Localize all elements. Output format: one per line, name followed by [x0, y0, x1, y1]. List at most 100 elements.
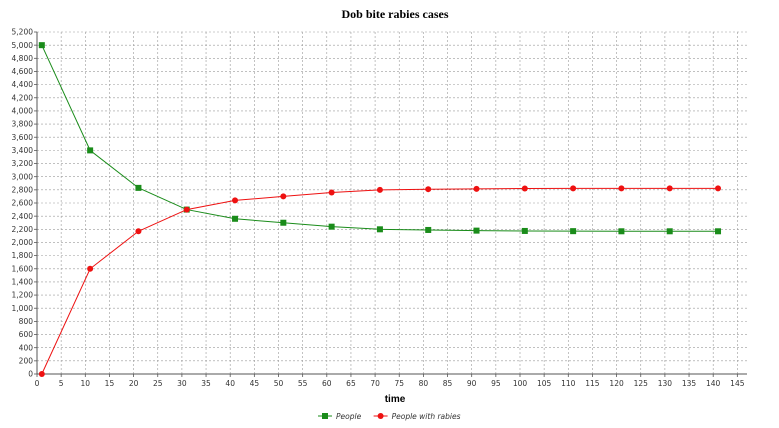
- y-tick-label: 3,000: [12, 172, 34, 181]
- y-tick-label: 1,800: [12, 251, 34, 260]
- y-tick-label: 400: [19, 343, 34, 352]
- data-point-people: [87, 147, 94, 154]
- legend-item-people-with-rabies: People with rabies: [373, 412, 461, 421]
- x-axis-ticks: 0 5 10 15 20 25 30 35 40 45 50 55 60 65 70 75 80 85 90 95 10…: [35, 374, 745, 388]
- x-tick-label: 125: [634, 379, 649, 388]
- x-tick-label: 30: [177, 379, 187, 388]
- y-tick-label: 800: [19, 317, 34, 326]
- y-tick-label: 4,400: [12, 80, 34, 89]
- data-point-people-with-rabies: [38, 371, 45, 377]
- data-point-people: [570, 228, 577, 235]
- legend-item-people: People: [318, 412, 362, 421]
- y-tick-label: 4,600: [12, 67, 34, 76]
- y-tick-label: 1,200: [12, 291, 34, 300]
- data-point-people: [38, 42, 45, 49]
- data-point-people-with-rabies: [473, 185, 480, 192]
- y-tick-label: 2,800: [12, 185, 34, 194]
- y-tick-label: 1,000: [12, 304, 34, 313]
- x-tick-label: 35: [201, 379, 211, 388]
- series-people-with-rabies: [38, 185, 722, 377]
- x-tick-label: 65: [346, 379, 356, 388]
- x-tick-label: 70: [370, 379, 380, 388]
- data-point-people-with-rabies: [666, 185, 673, 192]
- x-tick-label: 55: [298, 379, 308, 388]
- data-point-people-with-rabies: [521, 185, 528, 192]
- data-point-people: [135, 184, 142, 191]
- y-tick-label: 3,600: [12, 133, 34, 142]
- series-group: [38, 42, 722, 377]
- data-point-people-with-rabies: [87, 265, 94, 272]
- x-tick-label: 10: [81, 379, 91, 388]
- x-tick-label: 5: [59, 379, 64, 388]
- data-point-people: [521, 227, 528, 234]
- y-tick-label: 3,200: [12, 159, 34, 168]
- data-point-people: [473, 227, 480, 234]
- plot-area: [37, 32, 747, 374]
- series-people: [38, 42, 722, 235]
- x-tick-label: 145: [730, 379, 745, 388]
- data-point-people: [328, 223, 335, 230]
- x-tick-label: 25: [153, 379, 163, 388]
- x-tick-label: 20: [129, 379, 139, 388]
- data-point-people: [666, 228, 673, 235]
- data-point-people-with-rabies: [232, 197, 239, 204]
- x-tick-label: 95: [491, 379, 501, 388]
- x-tick-label: 135: [682, 379, 697, 388]
- data-point-people-with-rabies: [328, 189, 335, 196]
- x-tick-label: 110: [561, 379, 576, 388]
- data-point-people: [376, 226, 383, 233]
- x-tick-label: 40: [225, 379, 235, 388]
- y-tick-label: 0: [28, 370, 33, 379]
- grid: [36, 31, 747, 375]
- x-tick-label: 130: [658, 379, 673, 388]
- data-point-people: [232, 215, 239, 222]
- y-axis-ticks: 0 200 400 600 800 1,000 1,200 1,400 1,600 1,800 2,…: [12, 28, 37, 379]
- y-tick-label: 2,600: [12, 199, 34, 208]
- data-point-people: [425, 226, 432, 233]
- x-tick-label: 0: [35, 379, 40, 388]
- x-tick-label: 85: [443, 379, 453, 388]
- data-point-people: [280, 219, 287, 226]
- y-tick-label: 3,800: [12, 120, 34, 129]
- x-tick-label: 140: [706, 379, 721, 388]
- x-tick-label: 80: [419, 379, 429, 388]
- x-tick-label: 60: [322, 379, 332, 388]
- data-point-people-with-rabies: [376, 186, 383, 193]
- x-tick-label: 75: [394, 379, 404, 388]
- x-tick-label: 45: [250, 379, 260, 388]
- x-tick-label: 115: [585, 379, 600, 388]
- y-tick-label: 4,000: [12, 107, 34, 116]
- y-tick-label: 3,400: [12, 146, 34, 155]
- y-tick-label: 1,400: [12, 278, 34, 287]
- y-tick-label: 600: [19, 330, 34, 339]
- data-point-people-with-rabies: [280, 193, 287, 200]
- y-tick-label: 2,000: [12, 238, 34, 247]
- data-point-people-with-rabies: [425, 186, 432, 193]
- chart-title: Dob bite rabies cases: [342, 7, 449, 21]
- legend-label: People with rabies: [392, 412, 461, 421]
- y-tick-label: 4,200: [12, 93, 34, 102]
- legend-label: People: [336, 412, 362, 421]
- y-tick-label: 2,400: [12, 212, 34, 221]
- data-point-people: [715, 228, 722, 235]
- y-tick-label: 200: [19, 356, 34, 365]
- y-tick-label: 2,200: [12, 225, 34, 234]
- y-tick-label: 1,600: [12, 264, 34, 273]
- y-tick-label: 5,200: [12, 28, 34, 37]
- x-tick-label: 50: [274, 379, 284, 388]
- x-tick-label: 100: [513, 379, 528, 388]
- legend-swatch-marker: [377, 413, 384, 419]
- y-tick-label: 5,000: [12, 41, 34, 50]
- data-point-people-with-rabies: [618, 185, 625, 192]
- x-tick-label: 90: [467, 379, 477, 388]
- x-tick-label: 105: [537, 379, 552, 388]
- x-tick-label: 120: [609, 379, 624, 388]
- legend-swatch-marker: [322, 413, 328, 419]
- data-point-people-with-rabies: [570, 185, 577, 192]
- data-point-people-with-rabies: [135, 228, 142, 235]
- y-tick-label: 4,800: [12, 54, 34, 63]
- data-point-people-with-rabies: [183, 206, 190, 213]
- data-point-people-with-rabies: [715, 185, 722, 192]
